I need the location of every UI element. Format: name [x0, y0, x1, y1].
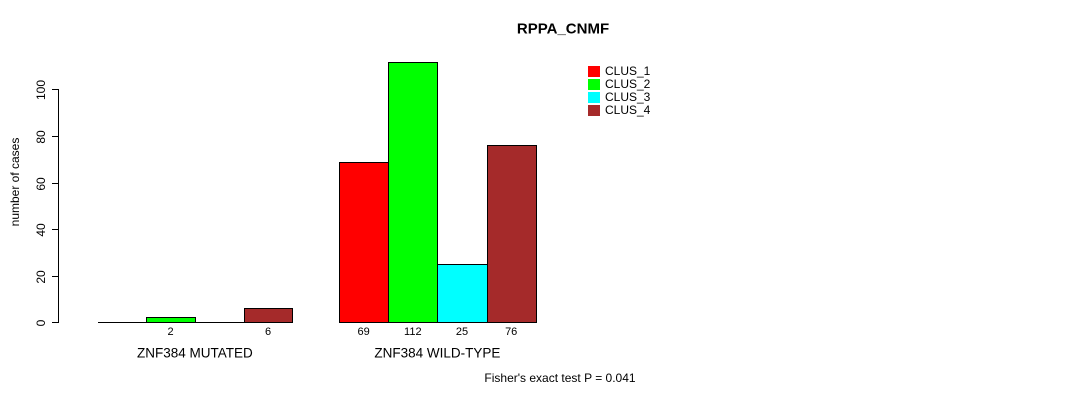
y-axis-tick	[52, 183, 58, 184]
zero-bar-clus_1	[97, 322, 148, 323]
y-axis-tick	[52, 136, 58, 137]
x-group-label: ZNF384 WILD-TYPE	[374, 345, 501, 360]
legend-swatch-clus_1	[588, 66, 600, 77]
legend-swatch-clus_4	[588, 105, 600, 116]
bar-clus_1	[339, 161, 390, 323]
fisher-test-caption: Fisher's exact test P = 0.041	[484, 371, 636, 385]
bar-value-label: 2	[167, 325, 174, 338]
y-tick-label: 20	[34, 269, 48, 284]
y-tick-label: 100	[34, 79, 48, 100]
bar-clus_3	[437, 263, 488, 323]
bar-value-label: 6	[264, 325, 272, 338]
y-axis-title: number of cases	[8, 137, 22, 227]
zero-bar-clus_3	[194, 322, 245, 323]
chart-title: RPPA_CNMF	[516, 20, 610, 38]
bar-clus_4	[486, 145, 537, 323]
y-tick-label: 40	[34, 222, 48, 237]
legend-label: CLUS_3	[605, 90, 651, 104]
y-tick-label: 80	[34, 129, 48, 144]
y-axis-tick	[52, 322, 58, 323]
bar-clus_2	[146, 317, 196, 324]
bar-value-label: 25	[455, 325, 469, 338]
legend-label: CLUS_4	[605, 103, 651, 117]
bar-value-label: 76	[505, 325, 518, 338]
y-axis-tick	[52, 89, 58, 90]
bar-clus_4	[243, 308, 294, 324]
y-tick-label: 60	[34, 176, 48, 191]
legend-swatch-clus_3	[588, 92, 600, 103]
legend-swatch-clus_2	[588, 79, 600, 90]
legend-label: CLUS_2	[605, 77, 651, 91]
legend-label: CLUS_1	[605, 64, 651, 78]
bar-value-label: 69	[357, 325, 370, 338]
y-axis-line	[58, 89, 59, 323]
y-axis-tick	[52, 276, 58, 277]
bar-clus_2	[388, 61, 439, 323]
x-group-label: ZNF384 MUTATED	[137, 345, 253, 360]
bar-value-label: 112	[404, 325, 422, 338]
y-tick-label: 0	[34, 319, 48, 326]
y-axis-tick	[52, 229, 58, 230]
